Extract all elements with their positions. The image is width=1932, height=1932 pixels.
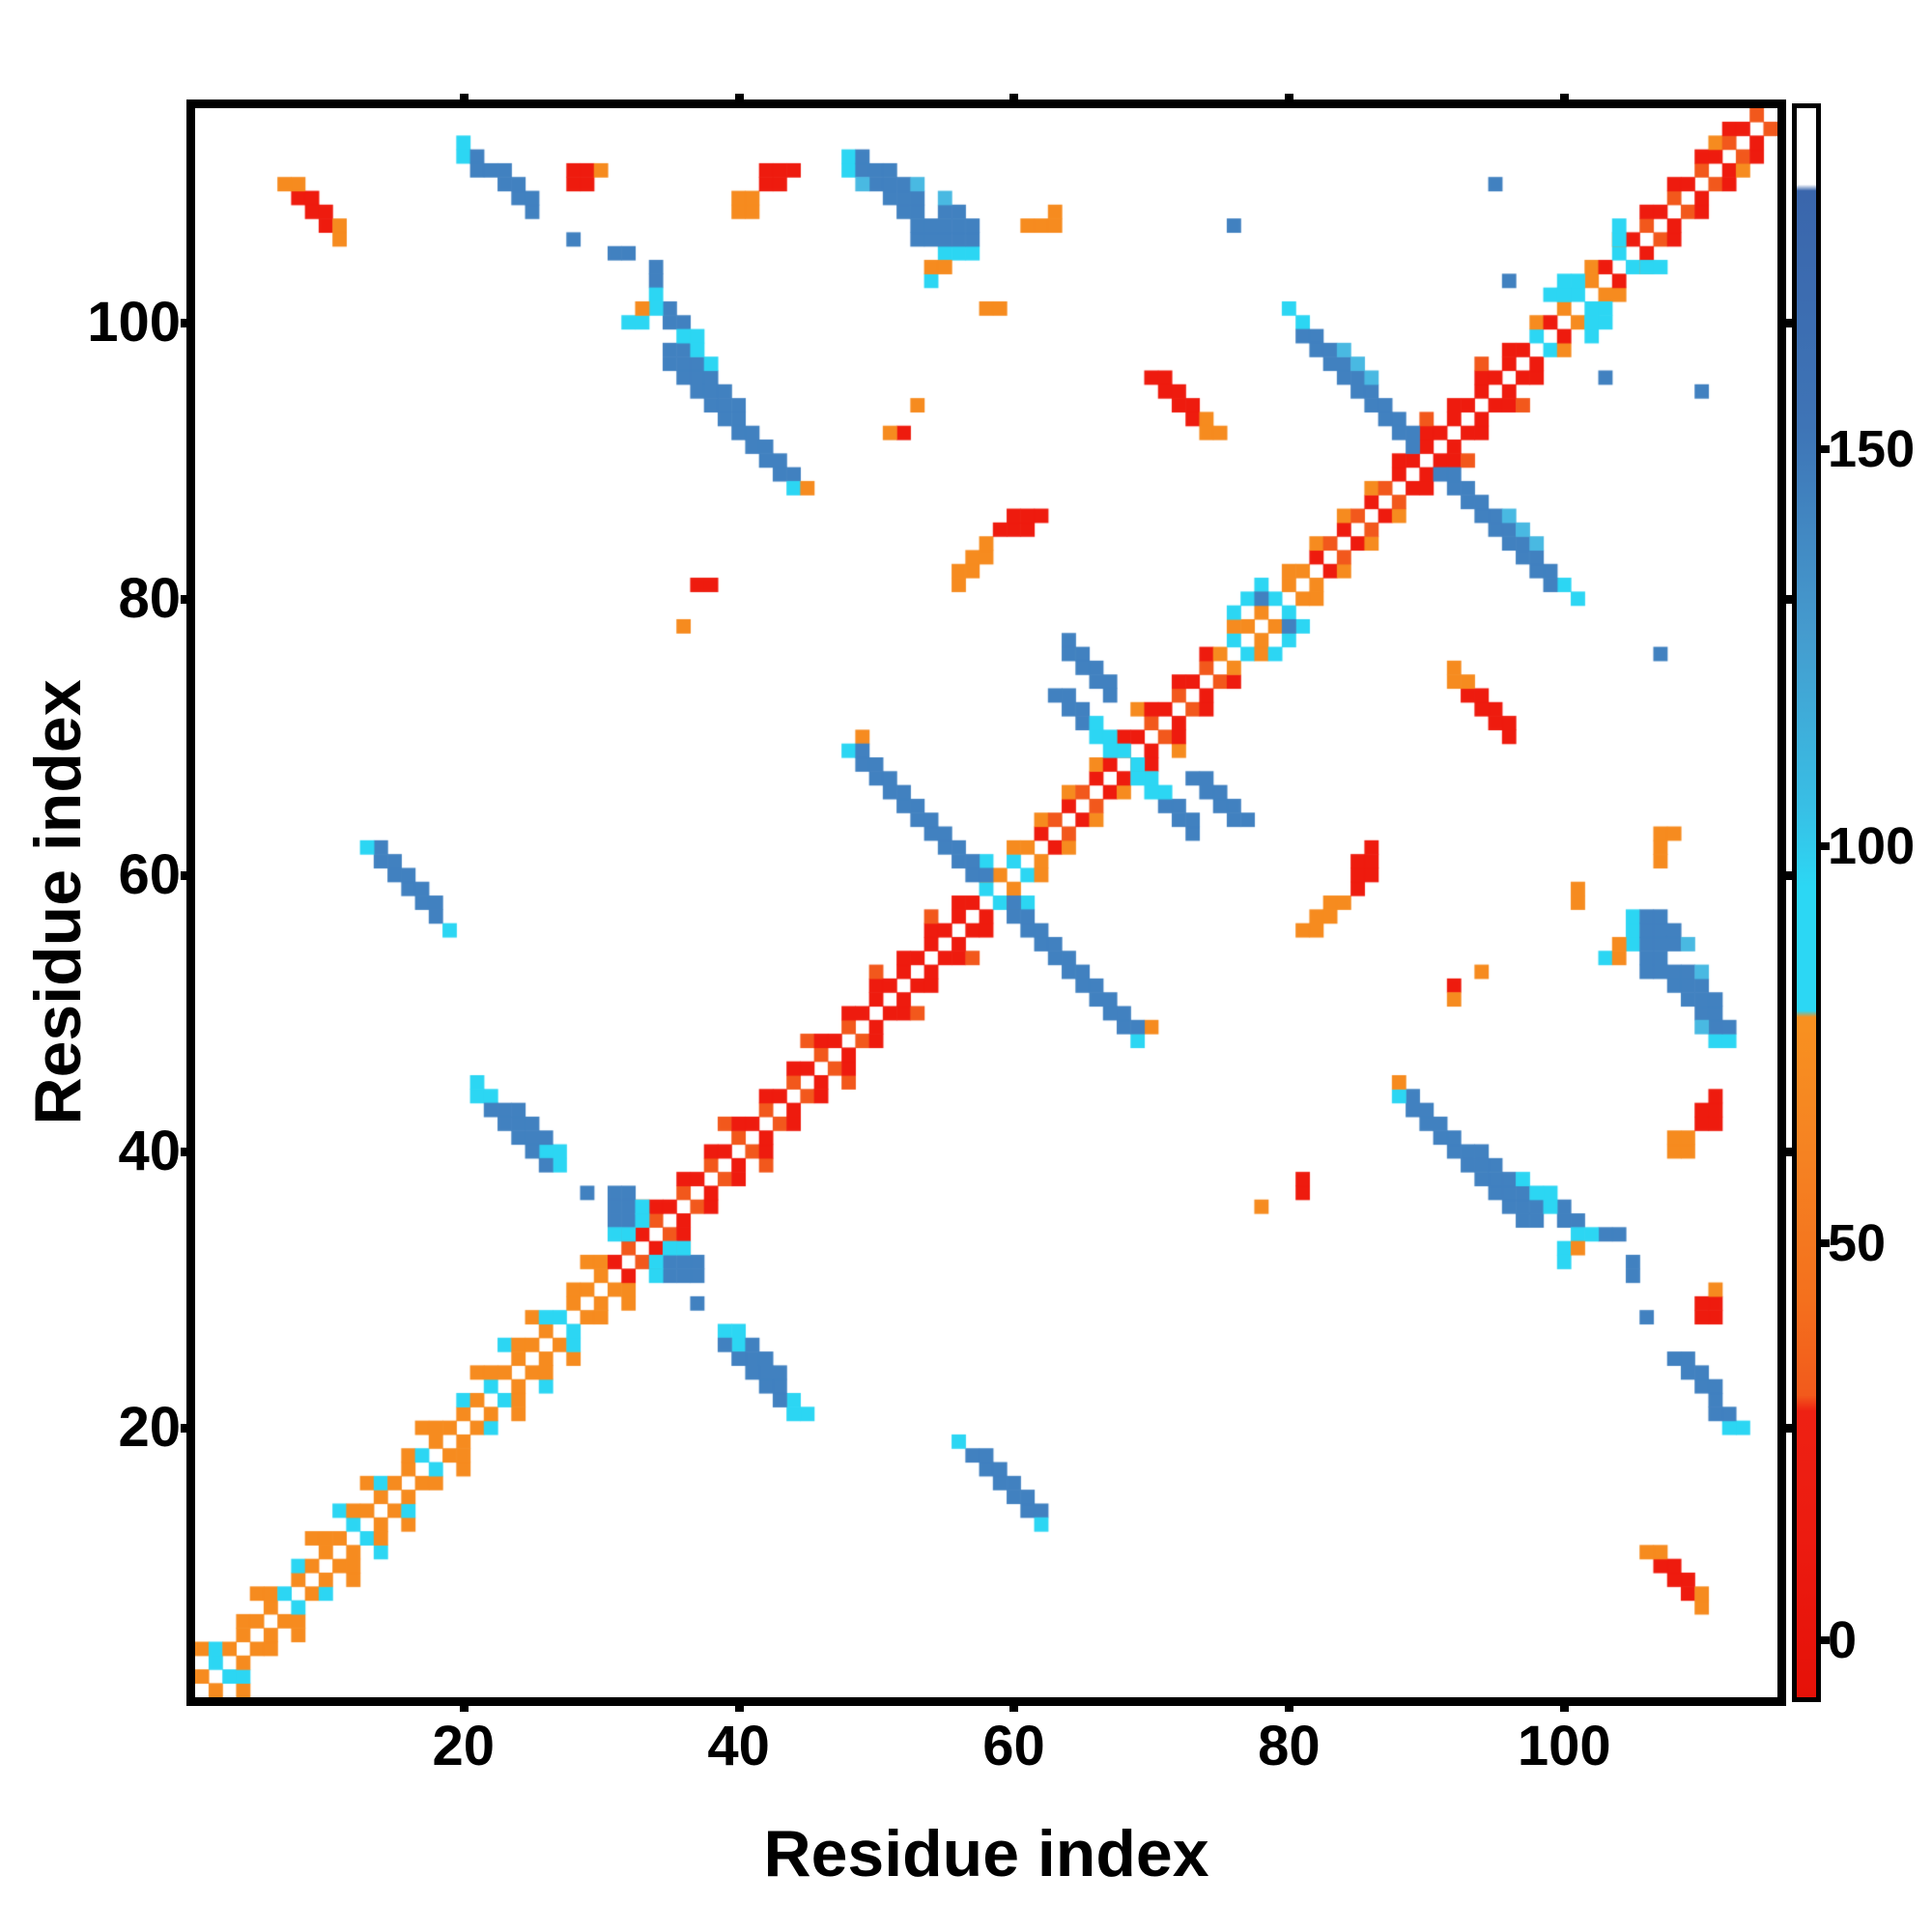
y-tick-label: 40: [118, 1119, 181, 1182]
plot-area: [186, 99, 1786, 1706]
x-tick-top: [1009, 94, 1019, 108]
colorbar-tick-label: 50: [1828, 1214, 1887, 1272]
heatmap-canvas: [195, 108, 1777, 1697]
colorbar-tick: [1816, 1636, 1830, 1644]
x-tick-top: [459, 94, 469, 108]
y-tick: [181, 594, 195, 604]
x-tick-label: 80: [1258, 1715, 1321, 1777]
y-tick-label: 60: [118, 842, 181, 906]
y-tick-right: [1777, 1147, 1792, 1156]
colorbar-tick-label: 0: [1828, 1611, 1858, 1669]
x-tick-label: 60: [982, 1715, 1045, 1777]
x-tick-label: 100: [1517, 1715, 1611, 1777]
x-tick-label: 20: [432, 1715, 495, 1777]
colorbar-tick-label: 100: [1828, 817, 1916, 875]
y-tick: [181, 318, 195, 327]
y-tick: [181, 1147, 195, 1156]
x-tick: [1009, 1697, 1019, 1712]
y-tick: [181, 870, 195, 880]
x-tick: [734, 1697, 744, 1712]
x-tick: [1285, 1697, 1294, 1712]
x-tick-top: [1560, 94, 1570, 108]
y-tick-right: [1777, 870, 1792, 880]
colorbar-tick: [1816, 842, 1830, 850]
x-tick-top: [734, 94, 744, 108]
y-tick-right: [1777, 318, 1792, 327]
y-tick-label: 20: [118, 1396, 181, 1460]
y-tick-label: 100: [87, 290, 181, 354]
colorbar-tick: [1816, 1239, 1830, 1247]
colorbar: [1792, 103, 1821, 1702]
x-tick-top: [1285, 94, 1294, 108]
x-axis-title: Residue index: [763, 1817, 1209, 1890]
y-tick-right: [1777, 594, 1792, 604]
y-tick-right: [1777, 1424, 1792, 1434]
x-tick: [1560, 1697, 1570, 1712]
y-tick-label: 80: [118, 566, 181, 630]
x-tick-label: 40: [707, 1715, 770, 1777]
colorbar-tick: [1816, 445, 1830, 453]
x-tick: [459, 1697, 469, 1712]
y-tick: [181, 1424, 195, 1434]
colorbar-tick-label: 150: [1828, 420, 1916, 478]
